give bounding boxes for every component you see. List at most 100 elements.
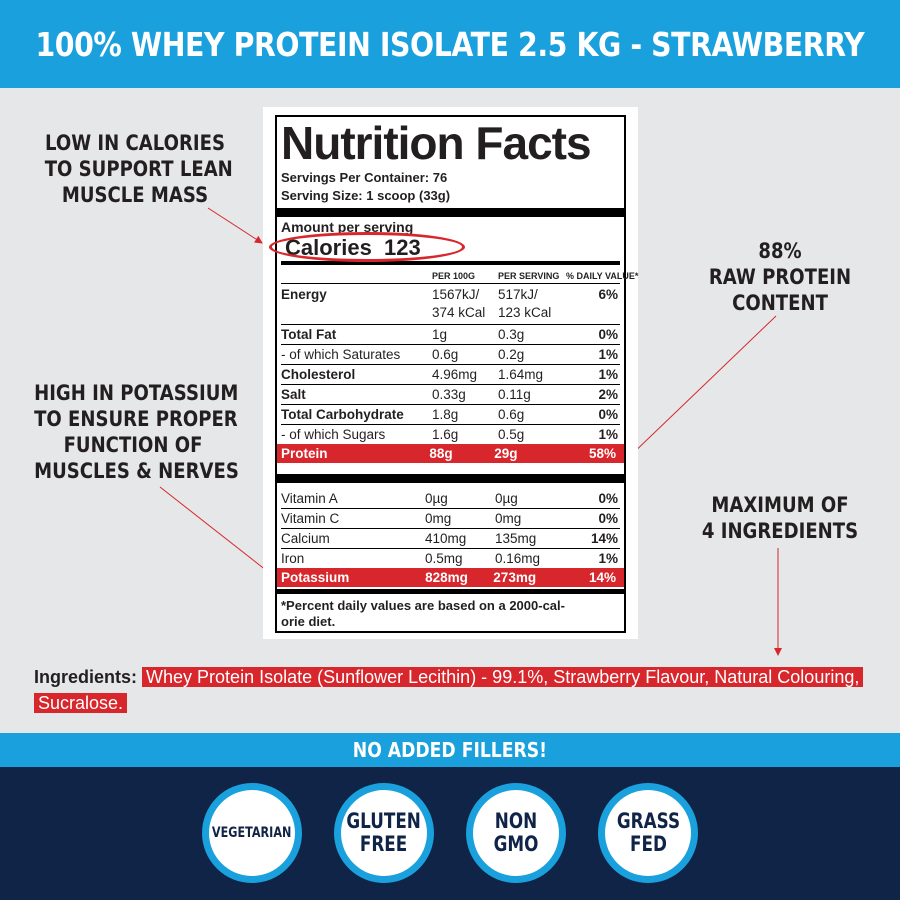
nutrient-dv: 6% [598, 287, 618, 302]
nutrient-dv: 1% [598, 367, 618, 382]
nutrient-serving: 517kJ/ 123 kCal [498, 287, 552, 320]
nutrient-dv: 1% [598, 347, 618, 362]
col-daily-value: % DAILY VALUE* [566, 271, 639, 281]
callout-protein-line-3: CONTENT [732, 291, 828, 315]
vitamin-name: Iron [281, 551, 305, 566]
vitamin-dv: 0% [598, 491, 618, 506]
nutrient-serving: 29g [494, 446, 518, 461]
badge-vegetarian-label: VEGETARIAN [212, 825, 292, 841]
nutrient-dv: 1% [598, 427, 618, 442]
badge-non-gmo: NON GMO [466, 783, 566, 883]
nutrient-serving: 0.5g [498, 427, 525, 442]
table-row: Cholesterol 4.96mg 1.64mg 1% [281, 365, 620, 385]
table-row: - of which Sugars 1.6g 0.5g 1% [281, 425, 620, 444]
vitamin-name: Vitamin A [281, 491, 338, 506]
callout-ingredients: MAXIMUM OF 4 INGREDIENTS [680, 492, 880, 544]
table-row: Calcium 410mg 135mg 14% [281, 529, 620, 549]
col-per-100g: PER 100G [432, 271, 476, 281]
col-per-serving: PER SERVING [498, 271, 560, 281]
vitamin-serving: 0mg [495, 511, 522, 526]
divider-thick [277, 208, 624, 217]
callout-potassium-line-1: HIGH IN POTASSIUM [34, 381, 239, 405]
table-row: Energy 1567kJ/ 374 kCal 517kJ/ 123 kCal … [281, 284, 620, 325]
callout-potassium-line-2: TO ENSURE PROPER [34, 407, 238, 431]
footnote: *Percent daily values are based on a 200… [281, 598, 565, 629]
table-row: Total Carbohydrate 1.8g 0.6g 0% [281, 405, 620, 425]
vitamin-per100: 0.5mg [425, 551, 463, 566]
nutrient-name: Energy [281, 287, 327, 302]
arrow-protein [625, 315, 777, 461]
nutrient-name: Cholesterol [281, 367, 356, 382]
callout-ingredients-line-2: 4 INGREDIENTS [701, 519, 859, 543]
callout-calories-line-1: LOW IN CALORIES [45, 131, 225, 155]
amount-per-serving: Amount per serving [281, 219, 414, 235]
badge-gluten-free-label: GLUTEN FREE [346, 809, 422, 856]
calories-row: Calories 123 [269, 232, 620, 262]
vitamin-name: Vitamin C [281, 511, 340, 526]
servings-per-container: Servings Per Container: 76 [281, 170, 448, 185]
arrow-calories [207, 207, 263, 244]
nutrition-title: Nutrition Facts [281, 117, 592, 169]
nutrient-name: - of which Saturates [281, 347, 401, 362]
callout-protein-line-1: 88% [758, 239, 802, 263]
callout-calories-line-3: MUSCLE MASS [61, 183, 209, 207]
nutrient-per100: 1567kJ/ 374 kCal [432, 287, 486, 320]
callout-protein-line-2: RAW PROTEIN [708, 265, 852, 289]
badge-grass-fed: GRASS FED [598, 783, 698, 883]
nutrition-label: Nutrition Facts Servings Per Container: … [263, 107, 638, 639]
badges-band [0, 767, 900, 900]
divider-thick [277, 589, 624, 594]
callout-ingredients-line-1: MAXIMUM OF [711, 493, 849, 517]
callout-potassium-line-4: MUSCLES & NERVES [34, 459, 239, 483]
nutrient-per100: 1.6g [432, 427, 459, 442]
vitamin-per100: 0mg [425, 511, 452, 526]
divider-medium [281, 261, 620, 265]
potassium-highlight-row: Potassium 828mg 273mg 14% [277, 568, 624, 587]
nutrient-dv: 2% [598, 387, 618, 402]
nutrient-per100: 1.8g [432, 407, 459, 422]
vitamin-per100: 828mg [425, 570, 468, 585]
nutrient-serving: 0.2g [498, 347, 525, 362]
nutrient-name: Protein [281, 446, 328, 461]
no-fillers-text: NO ADDED FILLERS! [352, 738, 548, 762]
calories-value-wrap: Calories 123 [269, 232, 465, 262]
callout-protein: 88% RAW PROTEIN CONTENT [680, 238, 880, 316]
callout-calories: LOW IN CALORIES TO SUPPORT LEAN MUSCLE M… [30, 130, 240, 208]
nutrient-serving: 0.6g [498, 407, 525, 422]
vitamin-serving: 0µg [495, 491, 518, 506]
table-row: Total Fat 1g 0.3g 0% [281, 325, 620, 345]
ingredients-label: Ingredients: [34, 667, 138, 687]
nutrient-per100: 88g [429, 446, 453, 461]
ingredients-section: Ingredients: Whey Protein Isolate (Sunfl… [34, 664, 884, 716]
nutrient-dv: 0% [598, 407, 618, 422]
vitamin-name: Calcium [281, 531, 330, 546]
callout-potassium: HIGH IN POTASSIUM TO ENSURE PROPER FUNCT… [18, 380, 248, 484]
vitamin-per100: 410mg [425, 531, 467, 546]
table-row: Iron 0.5mg 0.16mg 1% [281, 549, 620, 568]
badge-grass-fed-label: GRASS FED [616, 809, 680, 856]
nutrition-label-frame: Nutrition Facts Servings Per Container: … [269, 115, 639, 633]
no-fillers-banner: NO ADDED FILLERS! [0, 733, 900, 767]
protein-highlight-row: Protein 88g 29g 58% [277, 444, 624, 463]
nutrient-per100: 1g [432, 327, 448, 342]
nutrient-name: Total Carbohydrate [281, 407, 404, 422]
table-row: Vitamin C 0mg 0mg 0% [281, 509, 620, 529]
serving-size: Serving Size: 1 scoop (33g) [281, 188, 451, 203]
vitamin-serving: 0.16mg [495, 551, 541, 566]
table-row: - of which Saturates 0.6g 0.2g 1% [281, 345, 620, 365]
calories-highlight-ring [269, 232, 465, 262]
table-header-row: PER 100G PER SERVING % DAILY VALUE* [281, 265, 639, 284]
vitamin-dv: 1% [598, 551, 618, 566]
callout-calories-line-2: TO SUPPORT LEAN [44, 157, 233, 181]
badge-vegetarian: VEGETARIAN [202, 783, 302, 883]
nutrient-name: - of which Sugars [281, 427, 386, 442]
badge-gluten-free: GLUTEN FREE [334, 783, 434, 883]
nutrient-per100: 4.96mg [432, 367, 478, 382]
product-title: 100% WHEY PROTEIN ISOLATE 2.5 KG - STRAW… [35, 24, 865, 64]
vitamin-name: Potassium [281, 570, 350, 585]
nutrient-per100: 0.6g [432, 347, 459, 362]
callout-potassium-line-3: FUNCTION OF [63, 433, 203, 457]
vitamin-serving: 135mg [495, 531, 537, 546]
vitamin-dv: 0% [598, 511, 618, 526]
